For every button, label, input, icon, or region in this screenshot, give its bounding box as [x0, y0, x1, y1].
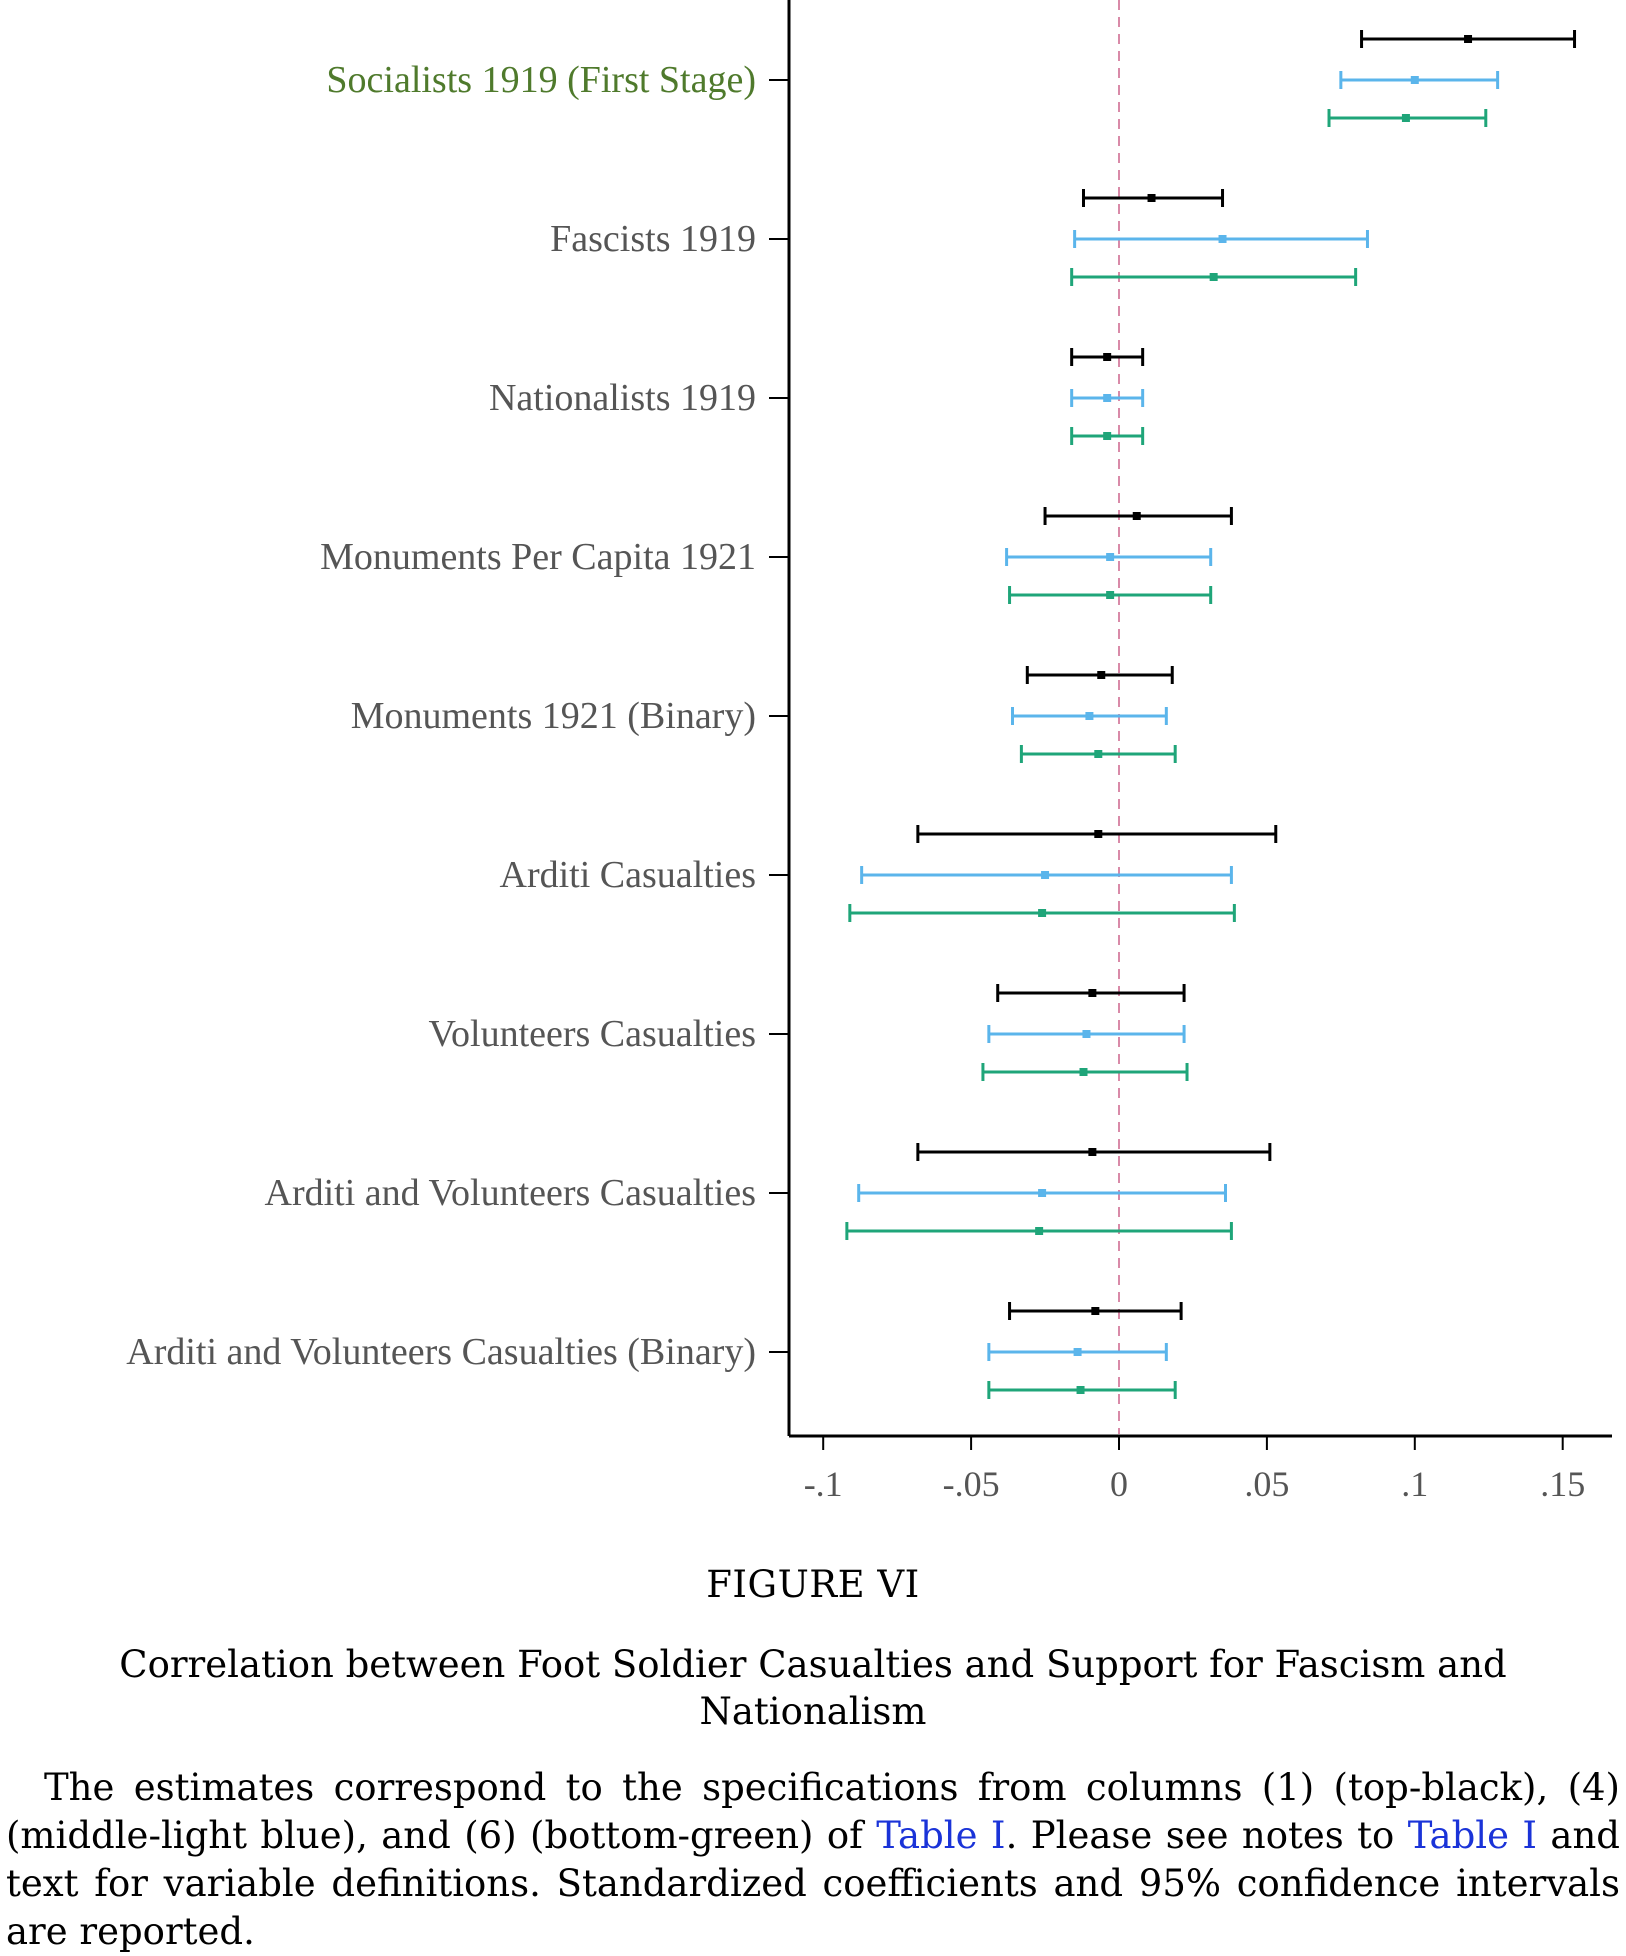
figure-number: FIGURE VI — [706, 1563, 920, 1606]
error-bar — [1070, 427, 1145, 445]
point-estimate — [1132, 512, 1141, 520]
point-estimate — [1106, 553, 1115, 561]
error-bar — [1073, 230, 1369, 248]
category-label: Monuments 1921 (Binary) — [351, 695, 756, 737]
point-estimate — [1082, 1030, 1091, 1038]
point-estimate — [1079, 1068, 1088, 1076]
error-bar — [1070, 268, 1358, 286]
error-bar — [1360, 30, 1577, 48]
error-bar — [857, 1184, 1227, 1202]
error-bar — [1011, 707, 1168, 725]
x-tick-label: .1 — [1401, 1464, 1428, 1504]
table-link-1[interactable]: Table I — [876, 1814, 1006, 1857]
point-estimate — [1103, 432, 1112, 440]
error-bar — [987, 1025, 1186, 1043]
error-bar — [987, 1343, 1168, 1361]
error-bar — [1025, 666, 1174, 684]
point-estimate — [1085, 712, 1094, 720]
point-estimate — [1106, 591, 1115, 599]
point-estimate — [1218, 235, 1227, 243]
point-estimate — [1094, 750, 1103, 758]
point-estimate — [1209, 273, 1218, 281]
point-estimate — [1091, 1307, 1100, 1315]
error-bar — [860, 866, 1233, 884]
category-labels: Socialists 1919 (First Stage) Fascists 19… — [126, 59, 789, 1373]
notes-text-1: The estimates correspond to the specific… — [6, 1766, 1620, 1857]
point-estimate — [1147, 194, 1156, 202]
error-bar — [916, 825, 1278, 843]
category-label: Monuments Per Capita 1921 — [320, 536, 756, 578]
point-estimate — [1097, 671, 1106, 679]
coefficient-plot: Socialists 1919 (First Stage) Fascists 19… — [126, 0, 1612, 1504]
category-label: Arditi and Volunteers Casualties (Binary… — [126, 1331, 756, 1373]
point-estimate — [1088, 989, 1097, 997]
point-estimate — [1410, 76, 1419, 84]
point-estimate — [1035, 1227, 1044, 1235]
error-bar — [1339, 71, 1500, 89]
point-estimate — [1094, 830, 1103, 838]
category-label: Nationalists 1919 — [489, 377, 756, 419]
category-label: Fascists 1919 — [550, 218, 756, 260]
point-estimate — [1038, 909, 1047, 917]
error-bar — [1008, 1302, 1183, 1320]
error-bar — [916, 1143, 1272, 1161]
error-bar — [1005, 548, 1213, 566]
error-bar — [845, 1222, 1233, 1240]
error-bar — [1082, 189, 1225, 207]
figure-title: Correlation between Foot Soldier Casualt… — [119, 1643, 1507, 1733]
point-estimate — [1464, 35, 1473, 43]
error-bar — [981, 1063, 1189, 1081]
point-estimate — [1103, 394, 1112, 402]
notes-text-2: . Please see notes to — [1005, 1814, 1408, 1857]
x-tick-label: 0 — [1110, 1464, 1128, 1504]
error-bar — [1070, 348, 1145, 366]
x-tick-label: -.05 — [943, 1464, 1000, 1504]
x-tick-label: .15 — [1540, 1464, 1585, 1504]
figure-notes: The estimates correspond to the specific… — [6, 1764, 1620, 1956]
x-tick-label: -.1 — [804, 1464, 843, 1504]
point-estimate — [1401, 114, 1410, 122]
error-bar — [996, 984, 1186, 1002]
error-bar — [848, 904, 1236, 922]
table-link-2[interactable]: Table I — [1407, 1814, 1538, 1857]
category-label: Socialists 1919 (First Stage) — [326, 59, 756, 101]
category-label: Arditi Casualties — [500, 854, 756, 896]
category-label: Arditi and Volunteers Casualties — [265, 1172, 756, 1214]
error-bar — [987, 1381, 1177, 1399]
category-label: Volunteers Casualties — [428, 1013, 756, 1055]
point-estimate — [1088, 1148, 1097, 1156]
error-bar — [1019, 745, 1177, 763]
error-bar — [1327, 109, 1488, 127]
error-bar — [1043, 507, 1233, 525]
point-estimate — [1076, 1386, 1085, 1394]
axes: -.1 -.05 0 .05 .1 .15 — [787, 0, 1612, 1504]
point-estimate — [1041, 871, 1050, 879]
error-bar — [1008, 586, 1213, 604]
x-tick-label: .05 — [1244, 1464, 1289, 1504]
point-estimate — [1073, 1348, 1082, 1356]
point-estimate — [1103, 353, 1112, 361]
point-estimate — [1038, 1189, 1047, 1197]
error-bar — [1070, 389, 1145, 407]
chart-marks — [845, 30, 1577, 1399]
